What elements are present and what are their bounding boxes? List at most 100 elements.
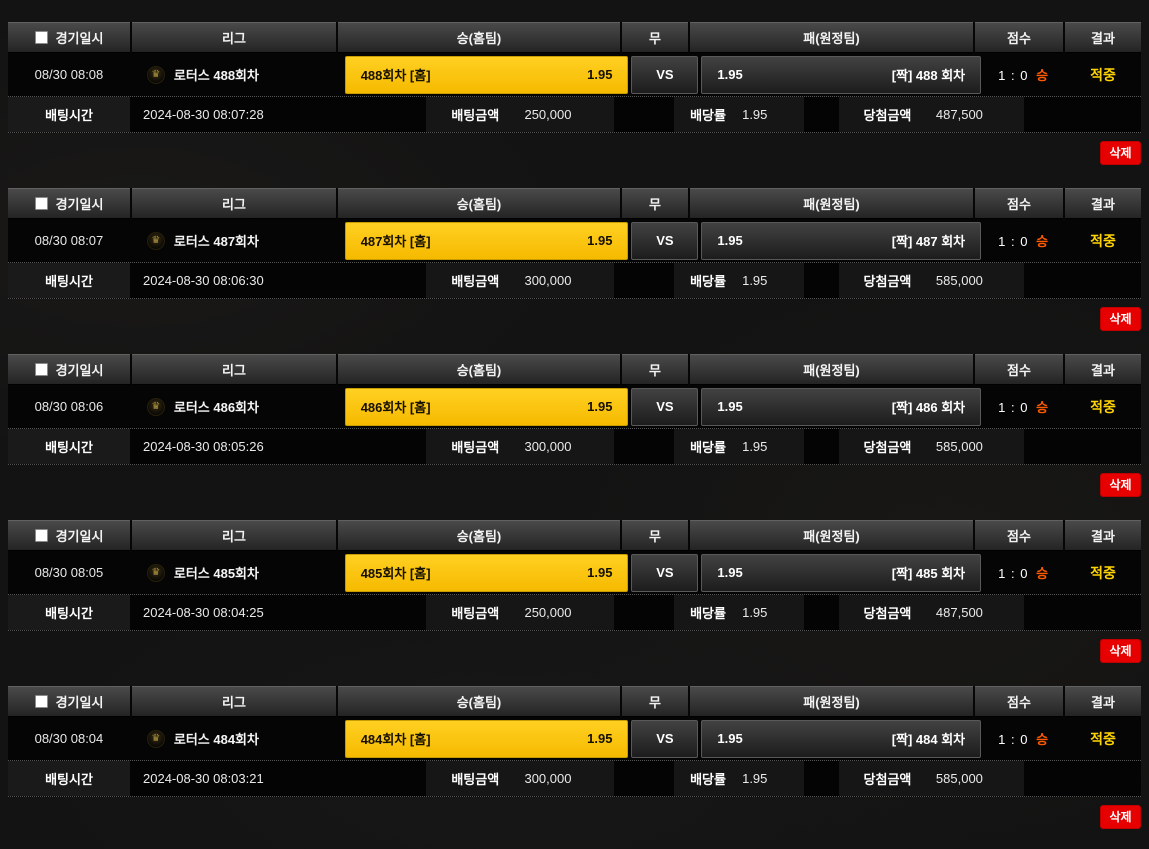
bet-history-card: 경기일시 리그 승(홈팀) 무 패(원정팀) 점수 결과 08/30 08:05 [8, 520, 1141, 678]
home-pick-name: 485회차 [홈] [360, 566, 431, 581]
spacer [614, 429, 674, 464]
column-header-draw: 무 [622, 188, 688, 219]
delete-button[interactable]: 삭제 [1100, 307, 1141, 331]
delete-row: 삭제 [8, 631, 1141, 678]
bet-amount-value: 300,000 [524, 439, 572, 454]
bet-detail-row: 배팅시간 2024-08-30 08:05:26 배팅금액 300,000 배당… [8, 428, 1141, 465]
score-cell: 1 : 0 승 [981, 231, 1065, 250]
delete-button[interactable]: 삭제 [1100, 473, 1141, 497]
away-pick-cell: 1.95 [짝] 485 회차 [701, 553, 982, 592]
home-pick-cell-selected: 487회차 [홈] 1.95 [344, 221, 629, 260]
delete-button[interactable]: 삭제 [1100, 805, 1141, 829]
column-header-datetime-label: 경기일시 [55, 30, 104, 46]
column-header-datetime-label: 경기일시 [55, 362, 104, 378]
column-header-datetime: 경기일시 [8, 22, 130, 53]
select-row-checkbox[interactable] [34, 196, 48, 210]
league-name: 로터스 485회차 [173, 566, 259, 581]
select-row-checkbox[interactable] [34, 694, 48, 708]
bet-detail-row: 배팅시간 2024-08-30 08:04:25 배팅금액 250,000 배당… [8, 594, 1141, 631]
win-amount-label: 당첨금액 [863, 772, 912, 787]
select-row-checkbox[interactable] [34, 528, 48, 542]
away-pick-cell: 1.95 [짝] 487 회차 [701, 221, 982, 260]
select-row-checkbox[interactable] [34, 30, 48, 44]
lotus-crown-icon: ♛ [146, 729, 165, 748]
win-amount-group: 당첨금액 585,000 [839, 761, 1024, 796]
home-pick-name: 487회차 [홈] [360, 234, 431, 249]
column-header-result: 결과 [1065, 686, 1141, 717]
column-header-away-lose: 패(원정팀) [690, 686, 973, 717]
delete-row: 삭제 [8, 133, 1141, 180]
column-header-score: 점수 [975, 22, 1063, 53]
table-header-row: 경기일시 리그 승(홈팀) 무 패(원정팀) 점수 결과 [8, 22, 1141, 53]
league-cell: ♛ 로터스 486회차 [130, 397, 336, 416]
column-header-league: 리그 [132, 686, 336, 717]
score-cell: 1 : 0 승 [981, 65, 1065, 84]
match-row: 08/30 08:05 ♛ 로터스 485회차 485회차 [홈] 1.95 V… [8, 551, 1141, 594]
win-amount-group: 당첨금액 585,000 [839, 263, 1024, 298]
column-header-draw: 무 [622, 354, 688, 385]
win-amount-label: 당첨금액 [863, 274, 912, 289]
column-header-score: 점수 [975, 188, 1063, 219]
odds-label: 배당률 [690, 772, 726, 787]
bet-amount-value: 300,000 [524, 771, 572, 786]
match-row: 08/30 08:04 ♛ 로터스 484회차 484회차 [홈] 1.95 V… [8, 717, 1141, 760]
delete-button[interactable]: 삭제 [1100, 639, 1141, 663]
column-header-league: 리그 [132, 22, 336, 53]
league-cell: ♛ 로터스 487회차 [130, 231, 336, 250]
win-amount-value: 487,500 [935, 107, 983, 122]
column-header-result: 결과 [1065, 520, 1141, 551]
win-amount-group: 당첨금액 487,500 [839, 97, 1024, 132]
column-header-datetime-label: 경기일시 [55, 694, 104, 710]
delete-button[interactable]: 삭제 [1100, 141, 1141, 165]
spacer [804, 263, 839, 298]
home-pick-odds: 1.95 [587, 565, 613, 580]
bet-time-label: 배팅시간 [8, 761, 130, 796]
column-header-result: 결과 [1065, 22, 1141, 53]
bet-time-value: 2024-08-30 08:07:28 [143, 107, 264, 122]
league-cell: ♛ 로터스 485회차 [130, 563, 336, 582]
column-header-home-win: 승(홈팀) [338, 188, 620, 219]
home-pick-odds: 1.95 [587, 731, 613, 746]
column-header-home-win: 승(홈팀) [338, 520, 620, 551]
score-win-tag: 승 [1036, 68, 1049, 83]
away-pick-name: [짝] 486 회차 [891, 400, 966, 415]
odds-group: 배당률 1.95 [674, 97, 804, 132]
spacer [804, 761, 839, 796]
home-pick-cell-selected: 484회차 [홈] 1.95 [344, 719, 629, 758]
odds-label: 배당률 [690, 274, 726, 289]
column-header-home-win: 승(홈팀) [338, 354, 620, 385]
score-value: 1 : 0 [998, 68, 1029, 83]
odds-group: 배당률 1.95 [674, 595, 804, 630]
column-header-home-win: 승(홈팀) [338, 22, 620, 53]
bet-amount-label: 배팅금액 [451, 440, 500, 455]
home-pick-cell-selected: 486회차 [홈] 1.95 [344, 387, 629, 426]
score-value: 1 : 0 [998, 400, 1029, 415]
bet-amount-label: 배팅금액 [451, 108, 500, 123]
bet-amount-value: 300,000 [524, 273, 572, 288]
column-header-datetime-label: 경기일시 [55, 196, 104, 212]
bet-detail-row: 배팅시간 2024-08-30 08:06:30 배팅금액 300,000 배당… [8, 262, 1141, 299]
win-amount-group: 당첨금액 487,500 [839, 595, 1024, 630]
league-cell: ♛ 로터스 488회차 [130, 65, 336, 84]
vs-cell: VS [631, 719, 699, 758]
score-win-tag: 승 [1036, 400, 1049, 415]
odds-group: 배당률 1.95 [674, 429, 804, 464]
odds-group: 배당률 1.95 [674, 761, 804, 796]
column-header-score: 점수 [975, 354, 1063, 385]
vs-cell: VS [631, 387, 699, 426]
win-amount-group: 당첨금액 585,000 [839, 429, 1024, 464]
home-pick-odds: 1.95 [587, 67, 613, 82]
score-win-tag: 승 [1036, 732, 1049, 747]
column-header-away-lose: 패(원정팀) [690, 188, 973, 219]
bet-detail-row: 배팅시간 2024-08-30 08:07:28 배팅금액 250,000 배당… [8, 96, 1141, 133]
table-header-row: 경기일시 리그 승(홈팀) 무 패(원정팀) 점수 결과 [8, 520, 1141, 551]
select-row-checkbox[interactable] [34, 362, 48, 376]
column-header-home-win: 승(홈팀) [338, 686, 620, 717]
spacer [614, 97, 674, 132]
delete-row: 삭제 [8, 299, 1141, 346]
away-pick-odds: 1.95 [717, 399, 743, 414]
win-amount-value: 585,000 [935, 439, 983, 454]
vs-cell: VS [631, 553, 699, 592]
away-pick-cell: 1.95 [짝] 484 회차 [701, 719, 982, 758]
bet-amount-label: 배팅금액 [451, 772, 500, 787]
